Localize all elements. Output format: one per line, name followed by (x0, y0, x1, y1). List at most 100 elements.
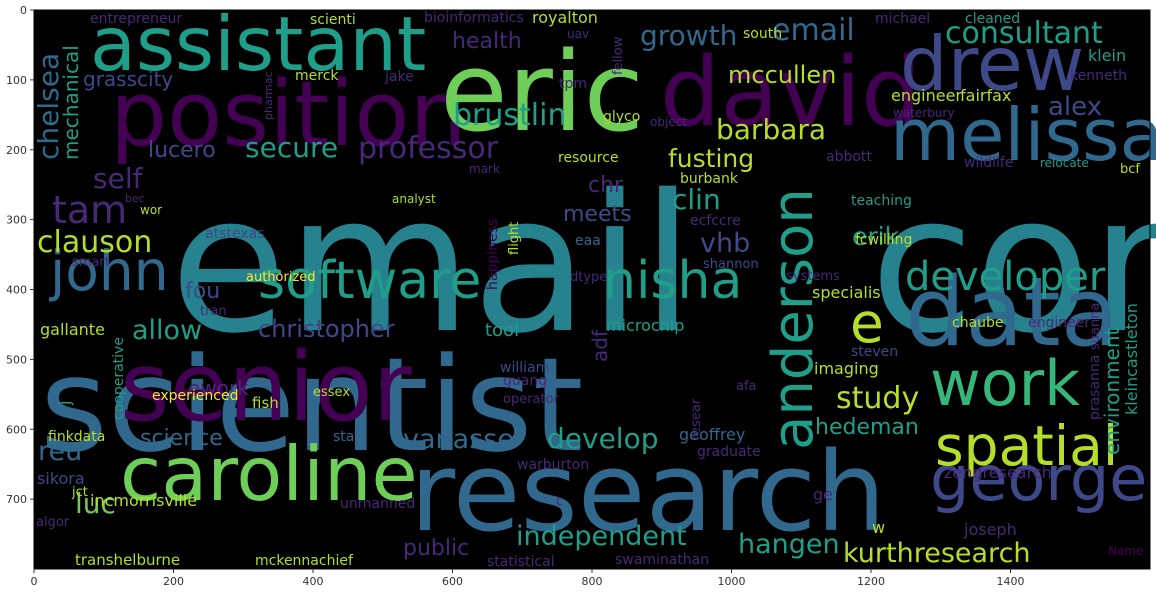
y-tick-label: 0 (20, 4, 27, 17)
cloud-word: klein (1088, 46, 1126, 65)
cloud-word: professor (358, 131, 499, 166)
cloud-word: object (650, 115, 687, 129)
cloud-word: position (110, 62, 466, 167)
cloud-word: chelsea (32, 53, 65, 160)
cloud-word: geoffrey (679, 425, 745, 444)
cloud-word: reu (38, 436, 82, 467)
cloud-word: cleaned (965, 11, 1020, 27)
cloud-word: steven (851, 344, 898, 360)
cloud-word: fou (185, 279, 220, 304)
cloud-word: scientist (40, 329, 584, 481)
cloud-word: burbank (680, 171, 739, 187)
cloud-word: cooperative (111, 337, 127, 420)
cloud-word: meets (563, 202, 632, 227)
cloud-word: bec (125, 192, 145, 205)
cloud-word: statistical (487, 554, 555, 570)
cloud-word: fcwilling (855, 232, 912, 248)
cloud-word: bioinformatics (424, 10, 524, 26)
cloud-word: engineer (1028, 315, 1090, 331)
cloud-word: c (556, 494, 563, 509)
x-tick-label: 0 (31, 575, 38, 588)
cloud-word: jct (71, 485, 88, 500)
cloud-word: chaube (952, 315, 1004, 331)
cloud-word: william (500, 360, 549, 376)
x-tick-label: 200 (163, 575, 184, 588)
cloud-word: gallante (40, 320, 105, 339)
cloud-word: consultant (945, 16, 1103, 51)
cloud-word: glyco (603, 109, 640, 125)
cloud-word: independent (516, 521, 687, 552)
cloud-word: experienced (152, 388, 238, 404)
cloud-word: royalton (532, 8, 598, 27)
x-tick-label: 1400 (997, 575, 1025, 588)
cloud-word: develop (547, 422, 658, 455)
cloud-word: grasscity (83, 67, 173, 91)
y-tick-label: 300 (6, 214, 27, 227)
cloud-word: fusting (668, 144, 754, 173)
cloud-word: abbott (826, 149, 872, 165)
cloud-word: engineer (891, 86, 962, 105)
cloud-word: uav (567, 27, 589, 41)
cloud-word: suanna (1088, 303, 1103, 350)
cloud-word: algor (36, 515, 70, 530)
cloud-word: senior (120, 333, 413, 443)
cloud-word: developer (905, 254, 1106, 300)
cloud-word: lucero (148, 138, 216, 163)
x-tick-label: 600 (442, 575, 463, 588)
cloud-word: david (660, 38, 921, 148)
cloud-word: data (905, 258, 1119, 368)
cloud-word: atstexas (205, 226, 264, 242)
cloud-word: transhelburne (75, 551, 180, 569)
cloud-word: microchip (606, 316, 684, 335)
cloud-word: fish (252, 394, 279, 412)
cloud-word: finkdata (48, 429, 105, 445)
cloud-word: drew (900, 20, 1084, 108)
cloud-word: clauson (37, 225, 152, 260)
cloud-word: Name (1108, 544, 1143, 558)
cloud-word: environment (1100, 327, 1124, 455)
cloud-word: michael (875, 11, 930, 27)
cloud-word: erik (852, 222, 900, 251)
x-axis: 0 200 400 600 800 1000 1200 1400 (31, 569, 1025, 588)
plot-background (34, 10, 1150, 569)
cloud-word: fairfax (960, 86, 1011, 105)
cloud-word: wor (140, 203, 162, 217)
cloud-word: melissa (890, 93, 1156, 177)
cloud-word: waterbury (893, 106, 954, 120)
cloud-word: tool (485, 320, 519, 341)
x-tick-label: 800 (582, 575, 603, 588)
cloud-word: relocate (1040, 156, 1089, 170)
cloud-word: hangen (738, 529, 840, 560)
cloud-word: bcf (1120, 162, 1140, 177)
cloud-word: ework (188, 376, 249, 400)
cloud-word: john (49, 239, 169, 303)
cloud-word: george (930, 442, 1147, 515)
y-tick-label: 200 (6, 144, 27, 157)
cloud-word: science (140, 426, 223, 451)
cloud-word: merck (295, 68, 339, 84)
cloud-word: barbara (716, 113, 826, 146)
cloud-word: eric (440, 28, 644, 156)
cloud-word: prasanna (1087, 355, 1103, 420)
cloud-word: kleincastleton (1122, 303, 1141, 415)
cloud-word: e (850, 291, 884, 355)
cloud-word: spatial (935, 414, 1118, 478)
cloud-word: kurthresearch (843, 538, 1031, 569)
cloud-word: luc (75, 487, 116, 520)
cloud-word: j (55, 401, 74, 406)
cloud-word: resear (689, 398, 704, 440)
cloud-word: com (870, 154, 1156, 375)
cloud-word: assistant (90, 0, 426, 88)
cloud-word: alex (1048, 92, 1102, 122)
cloud-word: clin (672, 183, 721, 216)
cloud-word: specialis (812, 283, 881, 302)
y-tick-label: 500 (6, 353, 27, 366)
cloud-word: work (930, 347, 1080, 420)
cloud-word: zengresearch (944, 463, 1052, 482)
cloud-word: vhb (700, 228, 750, 259)
cloud-word: anderson (761, 188, 826, 450)
cloud-word: authorized (246, 270, 316, 285)
cloud-word: entrepreneur (90, 11, 182, 27)
cloud-word: caroline (120, 430, 418, 518)
cloud-word: study (836, 381, 919, 416)
